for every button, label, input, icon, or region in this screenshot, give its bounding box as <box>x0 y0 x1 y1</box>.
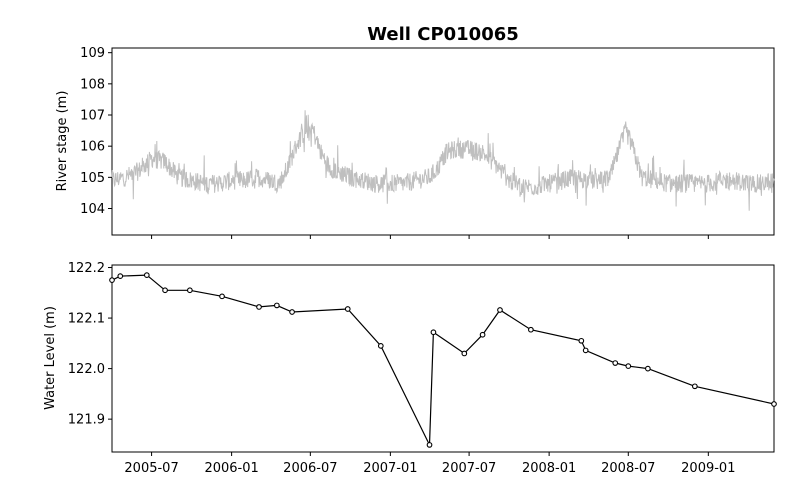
data-point <box>273 302 280 309</box>
plot-frame-top <box>111 47 775 236</box>
y-tick-label: 109 <box>80 46 105 61</box>
data-point <box>578 337 585 344</box>
water-level-y-ticks: 121.9 122.0 122.1 122.2 <box>68 261 112 428</box>
x-tick-label: 2009-01 <box>681 461 735 476</box>
y-tick-label: 104 <box>80 202 105 217</box>
data-point <box>143 272 150 278</box>
data-point <box>625 363 632 369</box>
y-tick-label: 108 <box>80 77 105 92</box>
data-point <box>187 287 193 294</box>
data-point <box>162 287 168 294</box>
data-point <box>461 350 468 357</box>
y-axis-label-river-stage: River stage (m) <box>55 91 70 192</box>
y-tick-label: 121.9 <box>68 413 105 428</box>
x-tick-label: 2008-07 <box>601 461 655 476</box>
data-point <box>645 365 651 372</box>
river-stage-x-ticks <box>151 235 709 239</box>
plot-frame-bottom <box>111 264 775 453</box>
river-stage-y-ticks: 104 105 106 107 108 109 <box>80 46 112 217</box>
x-tick-label: 2007-07 <box>442 461 496 476</box>
x-tick-label: 2006-01 <box>204 461 258 476</box>
water-level-x-ticks: 2005-07 2006-01 2006-07 2007-01 2007-07 2008-… <box>124 452 735 476</box>
river-stage-panel: 104 105 106 107 108 109 River stage (m) <box>55 46 775 239</box>
data-point <box>109 277 115 284</box>
data-point <box>219 293 225 300</box>
chart-title: Well CP010065 <box>367 24 519 45</box>
x-tick-label: 2008-01 <box>522 461 576 476</box>
river-stage-line <box>111 110 775 211</box>
data-point <box>691 383 698 390</box>
data-point <box>479 331 486 338</box>
y-axis-label-water-level: Water Level (m) <box>43 306 58 410</box>
x-tick-label: 2006-07 <box>283 461 337 476</box>
y-tick-label: 106 <box>80 140 105 155</box>
data-point <box>497 307 503 313</box>
y-tick-label: 122.2 <box>68 261 105 276</box>
x-tick-label: 2007-01 <box>363 461 417 476</box>
data-point <box>430 329 437 336</box>
data-point <box>117 273 124 279</box>
data-point <box>256 304 262 310</box>
y-tick-label: 107 <box>80 109 105 124</box>
x-tick-label: 2005-07 <box>124 461 178 476</box>
data-point <box>771 401 777 407</box>
river-stage-series <box>111 110 775 211</box>
data-point <box>344 306 351 312</box>
data-point <box>377 343 384 349</box>
y-tick-label: 105 <box>80 171 105 186</box>
data-point <box>426 442 433 448</box>
y-tick-label: 122.0 <box>68 362 105 377</box>
water-level-series <box>109 272 777 448</box>
data-point <box>289 309 295 315</box>
data-point <box>582 347 589 354</box>
data-point <box>612 360 619 366</box>
data-point <box>528 326 534 333</box>
water-level-panel: 121.9 122.0 122.1 122.2 2005-07 2006-01 2006-… <box>43 261 777 476</box>
y-tick-label: 122.1 <box>68 312 105 327</box>
